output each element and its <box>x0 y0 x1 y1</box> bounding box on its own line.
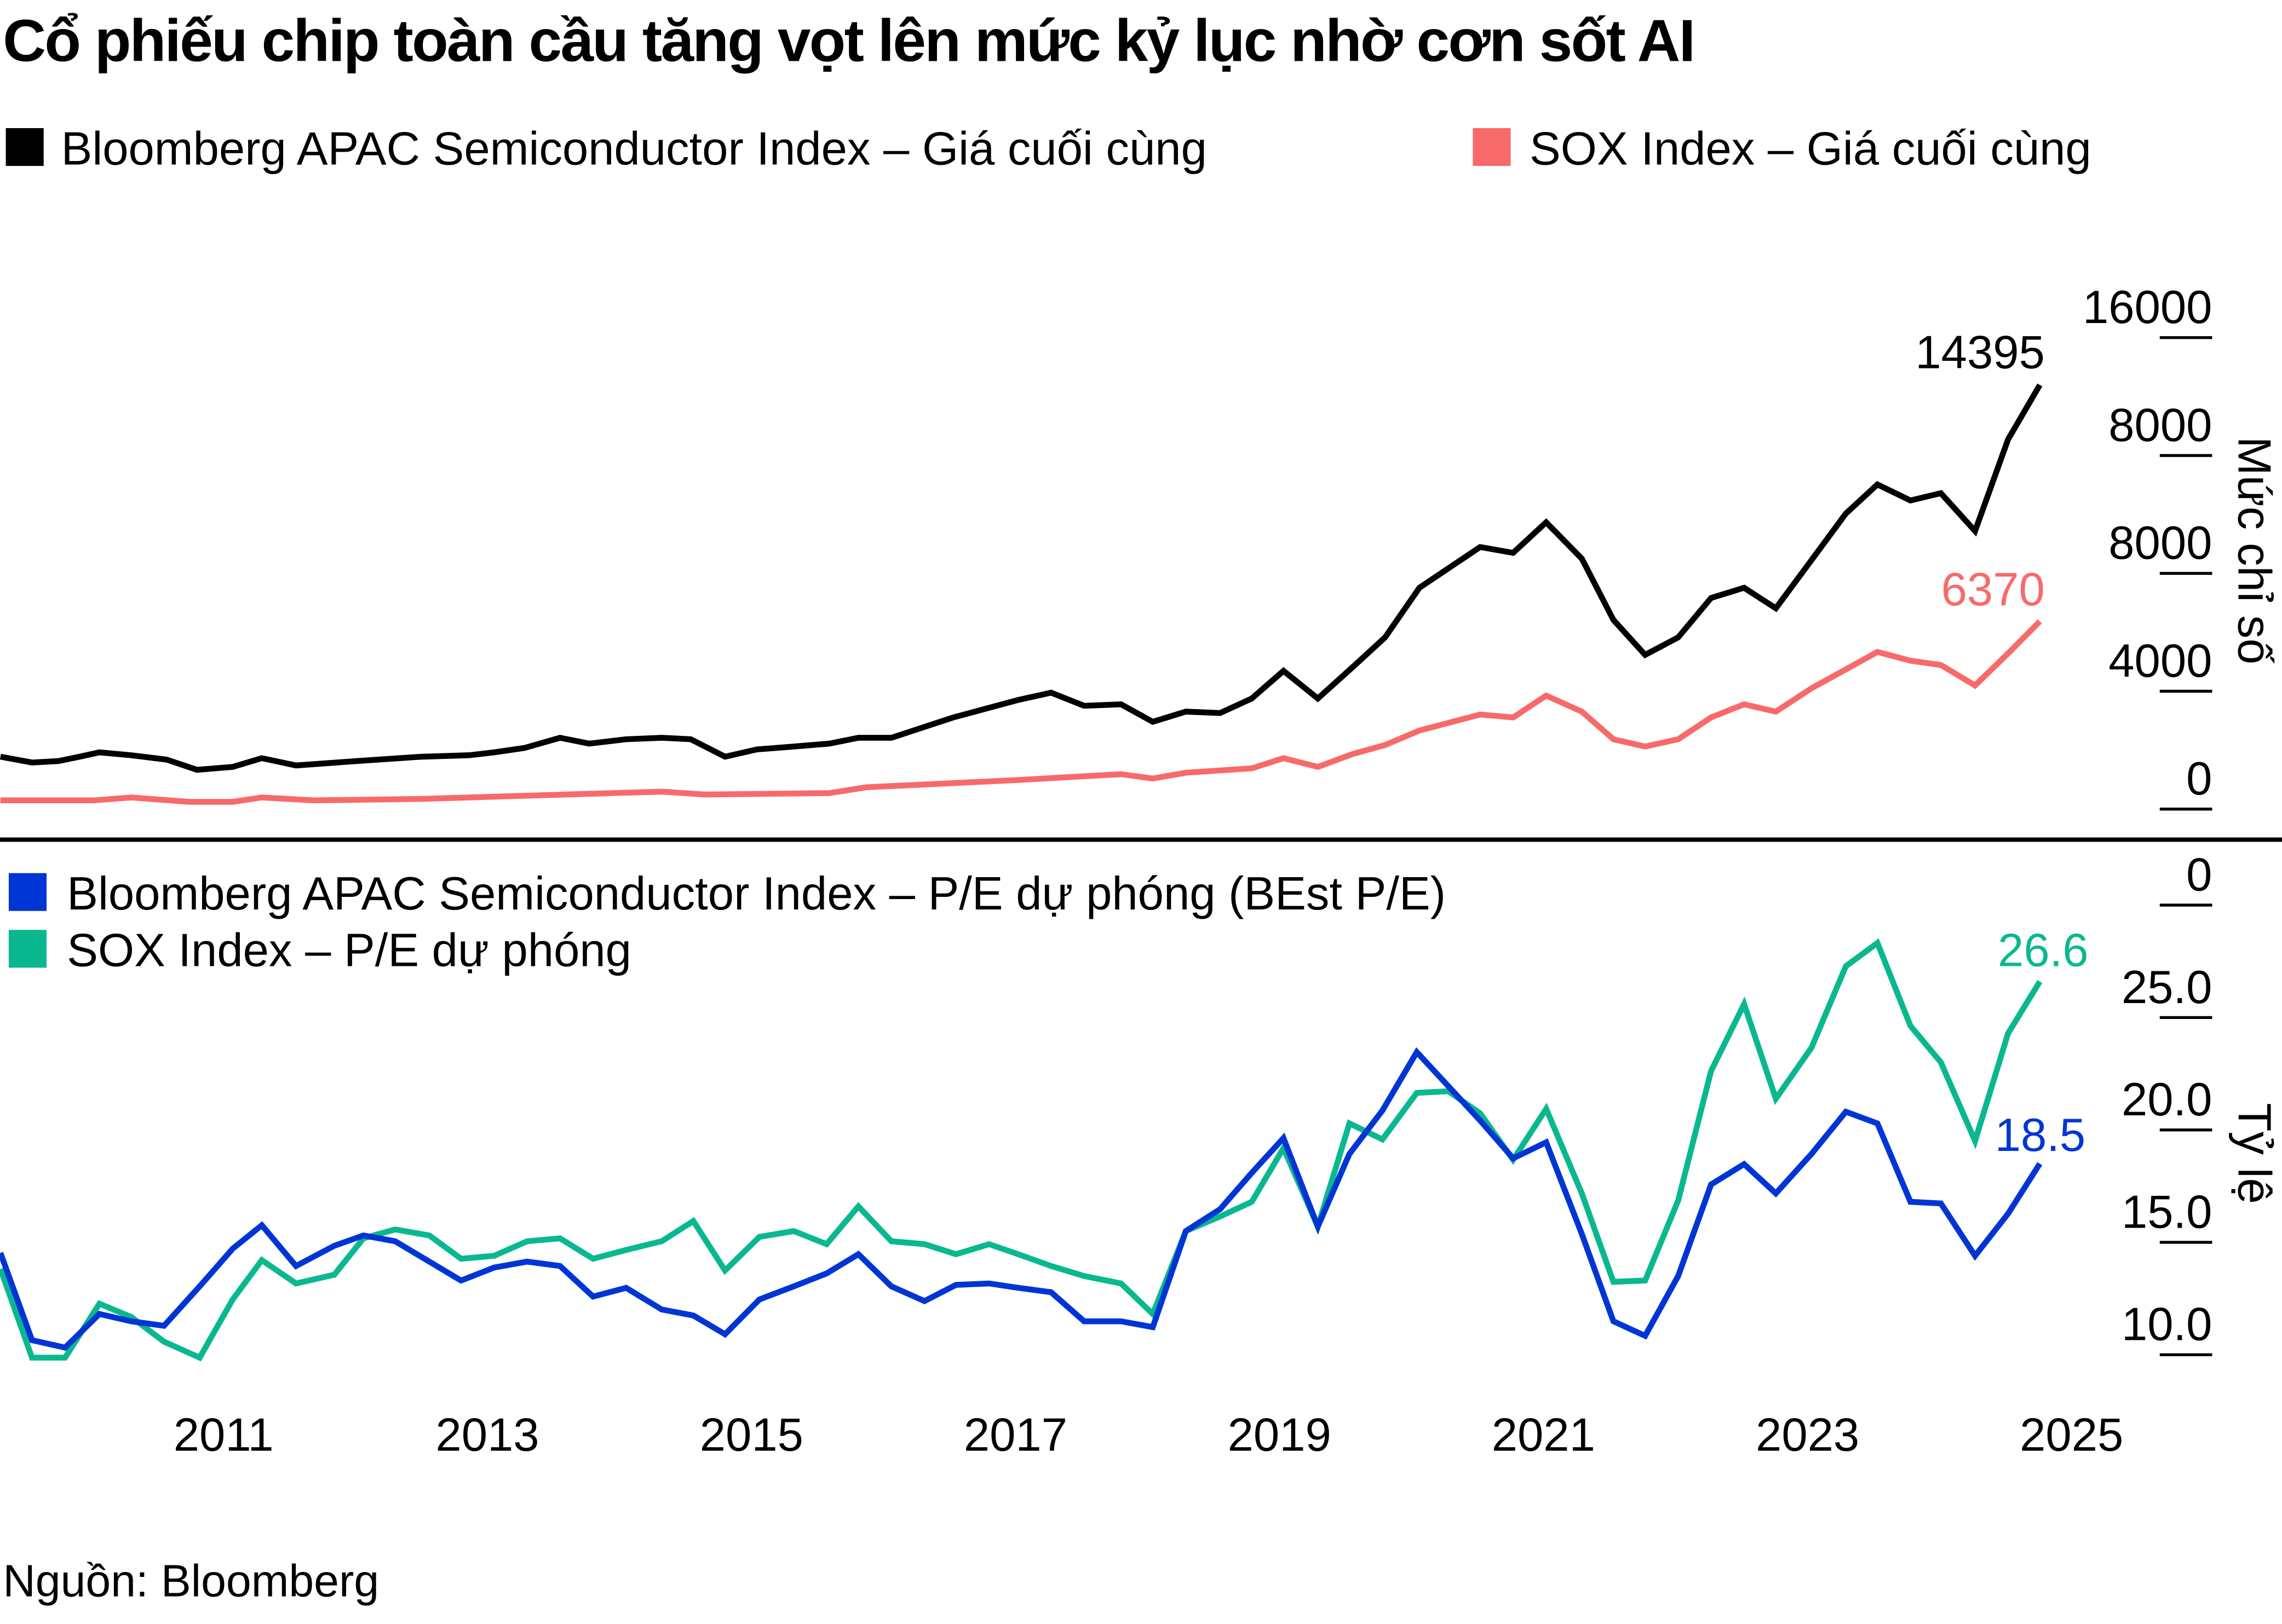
y-tick-label: 16000 <box>2083 281 2212 333</box>
end-label-sox-price: 6370 <box>1941 564 2045 616</box>
x-tick-label: 2017 <box>964 1409 1067 1461</box>
x-tick-label: 2019 <box>1228 1409 1331 1461</box>
chart-title: Cổ phiếu chip toàn cầu tăng vọt lên mức … <box>3 8 1694 74</box>
legend-swatch-apac-price <box>5 128 44 166</box>
x-tick-label: 2023 <box>1756 1409 1859 1461</box>
series-line-apac-price <box>0 383 2043 773</box>
x-tick-label: 2013 <box>435 1409 539 1461</box>
end-label-apac-price: 14395 <box>1915 326 2044 378</box>
legend-swatch-sox-price <box>1473 128 1511 166</box>
y-tick-label: 0 <box>2186 849 2212 901</box>
x-tick-label: 2011 <box>174 1409 274 1461</box>
x-tick-label: 2021 <box>1492 1409 1595 1461</box>
y-tick-label: 25.0 <box>2122 961 2212 1013</box>
legend-label-sox-price: SOX Index – Giá cuối cùng <box>1530 123 2091 175</box>
y-tick-label: 20.0 <box>2122 1074 2212 1126</box>
y-tick-label: 15.0 <box>2122 1186 2212 1238</box>
x-tick-label: 2025 <box>2020 1409 2123 1461</box>
y-tick-label: 10.0 <box>2122 1299 2212 1351</box>
end-label-apac-pe: 18.5 <box>1995 1109 2086 1161</box>
end-label-sox-pe: 26.6 <box>1998 925 2089 977</box>
bottom-axis-title: Tỷ lệ <box>2228 1103 2280 1204</box>
legend-swatch-apac-pe <box>8 873 47 911</box>
legend-swatch-sox-pe <box>8 930 47 968</box>
x-tick-label: 2015 <box>700 1409 803 1461</box>
top-legend: Bloomberg APAC Semiconductor Index – Giá… <box>5 123 2091 175</box>
legend-label-sox-pe: SOX Index – P/E dự phóng <box>67 925 631 977</box>
pe-plot: 0 25.0 20.0 15.0 10.0 <box>0 849 2212 1362</box>
source-note: Nguồn: Bloomberg <box>3 1556 379 1606</box>
bottom-legend: Bloomberg APAC Semiconductor Index – P/E… <box>8 868 1446 977</box>
y-tick-label: 4000 <box>2108 635 2212 687</box>
series-line-sox-price <box>0 619 2042 805</box>
y-tick-label: 8000 <box>2108 399 2212 451</box>
series-line-sox-pe <box>0 938 2043 1362</box>
legend-label-apac-price: Bloomberg APAC Semiconductor Index – Giá… <box>61 123 1207 175</box>
x-axis: 2011 2013 2015 2017 2019 2021 2023 2025 <box>174 1409 2124 1461</box>
y-tick-label: 0 <box>2186 753 2212 805</box>
price-plot: 16000 8000 8000 4000 0 <box>0 281 2212 811</box>
legend-label-apac-pe: Bloomberg APAC Semiconductor Index – P/E… <box>67 868 1446 920</box>
series-line-apac-pe <box>0 1047 2043 1351</box>
y-tick-label: 8000 <box>2108 517 2212 569</box>
top-axis-title: Mức chỉ số <box>2228 436 2280 664</box>
